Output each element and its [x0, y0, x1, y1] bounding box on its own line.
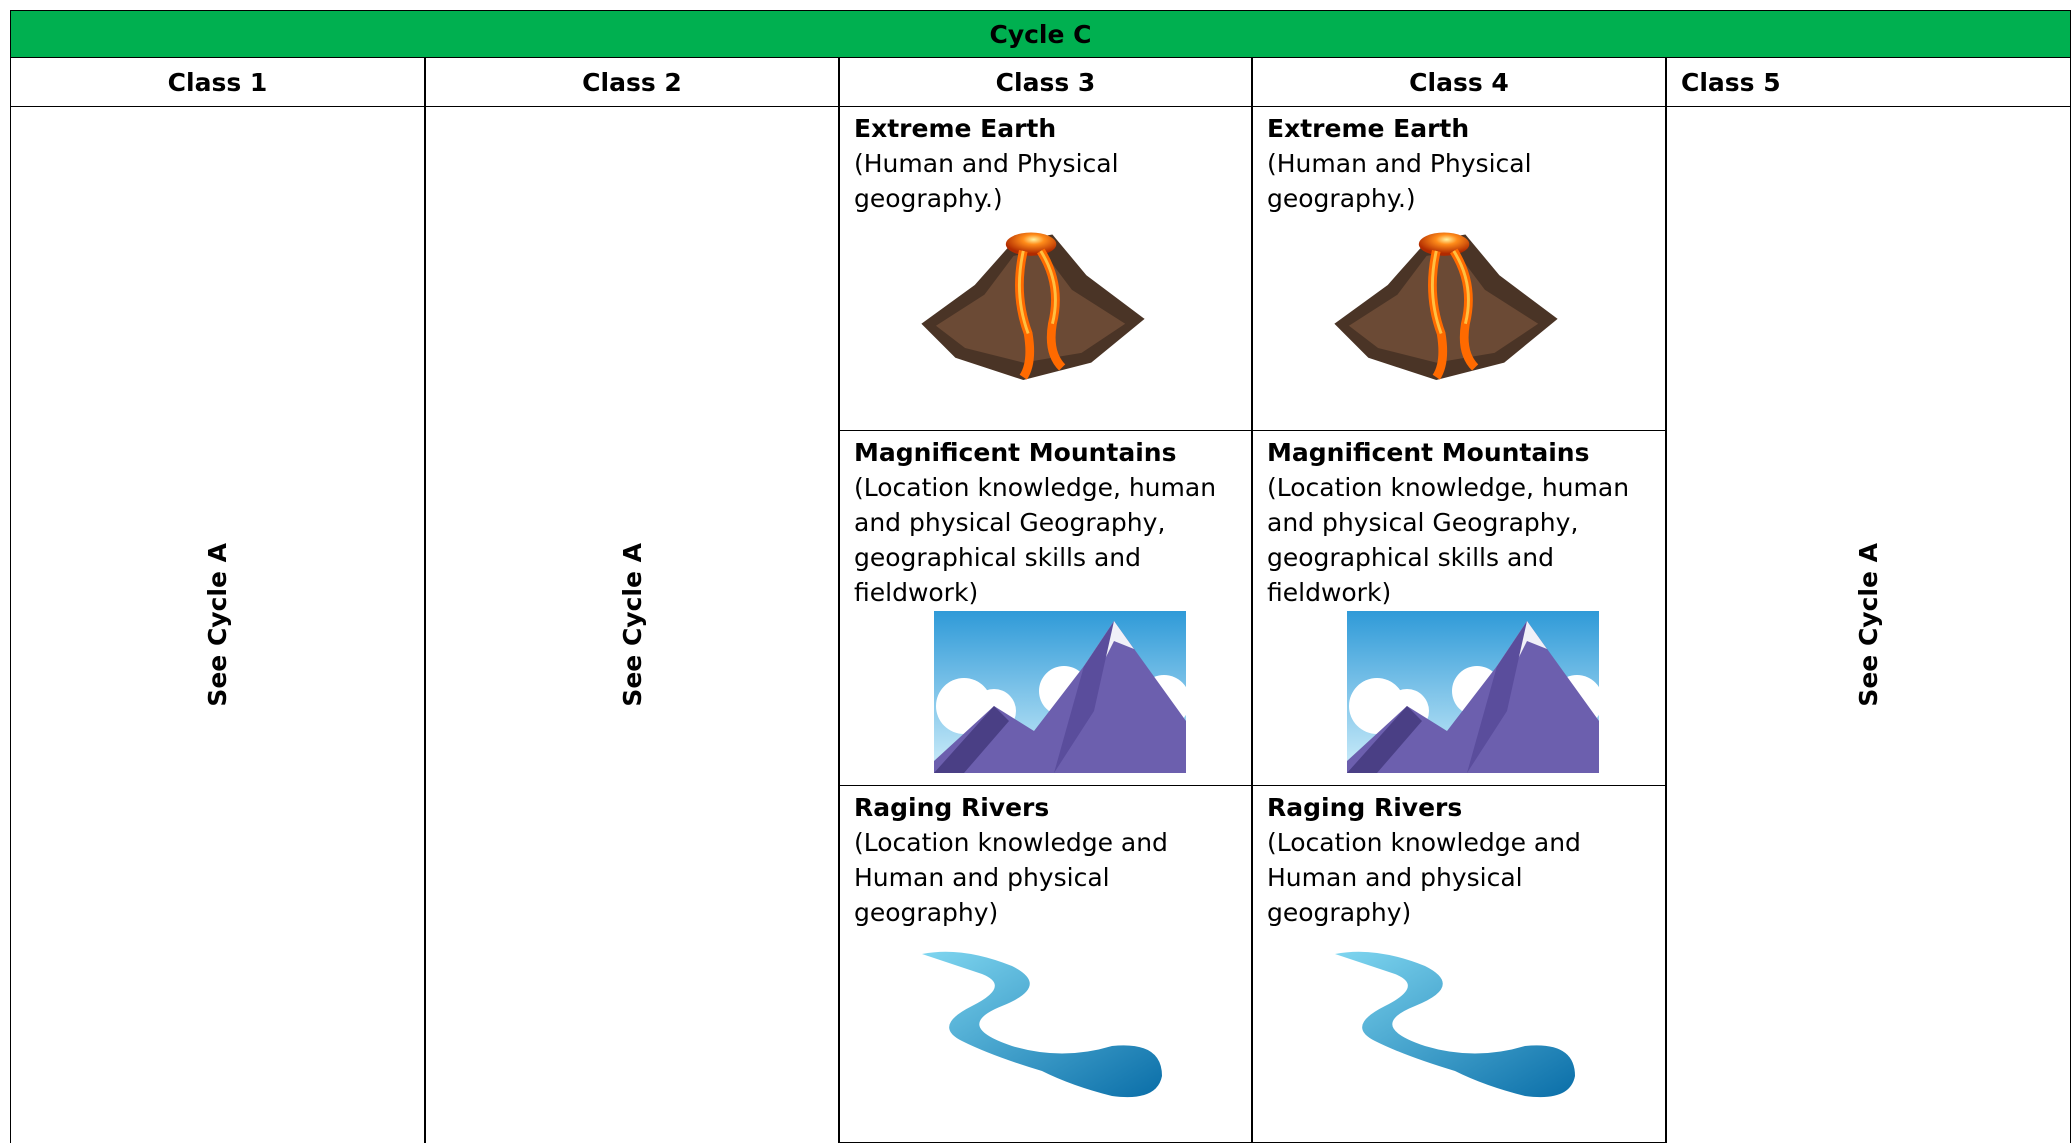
- column-body: Extreme Earth (Human and Physical geograp…: [839, 107, 1253, 1143]
- topic-title: Extreme Earth: [1267, 114, 1470, 143]
- table-title: Cycle C: [10, 10, 2071, 58]
- topic-image: [922, 951, 1162, 1098]
- note-cell: See Cycle A: [426, 107, 838, 1143]
- column-body: See Cycle A: [10, 107, 425, 1143]
- topic-image: [934, 611, 1186, 773]
- column-header: Class 2: [425, 58, 839, 107]
- topic-image: [1347, 611, 1599, 773]
- topic-cell: Magnificent Mountains (Location knowledge…: [840, 431, 1253, 786]
- topic-description: (Location knowledge and Human and physic…: [1267, 828, 1581, 927]
- column-header: Class 5: [1666, 58, 2071, 107]
- topic-cell: Extreme Earth (Human and Physical geograp…: [840, 107, 1253, 431]
- note-text: See Cycle A: [203, 543, 232, 707]
- topic-image: [1327, 217, 1565, 382]
- topic-title: Raging Rivers: [854, 793, 1050, 822]
- note-text: See Cycle A: [1854, 543, 1883, 707]
- note-cell: See Cycle A: [11, 107, 424, 1143]
- topic-image: [1335, 951, 1575, 1098]
- topic-cell: Extreme Earth (Human and Physical geograp…: [1253, 107, 1667, 431]
- note-text: See Cycle A: [617, 543, 647, 707]
- topic-title: Magnificent Mountains: [1267, 438, 1590, 467]
- topic-title: Magnificent Mountains: [854, 438, 1177, 467]
- topic-description: (Human and Physical geography.): [1267, 149, 1532, 213]
- topic-description: (Location knowledge, human and physical …: [1267, 473, 1630, 607]
- column-header: Class 3: [839, 58, 1252, 107]
- topic-cell: Magnificent Mountains (Location knowledge…: [1253, 431, 1667, 786]
- note-cell: See Cycle A: [1667, 107, 2070, 1143]
- topic-description: (Location knowledge and Human and physic…: [854, 828, 1168, 927]
- topic-cell: Raging Rivers (Location knowledge and Hum…: [1253, 786, 1667, 1143]
- topic-cell: Raging Rivers (Location knowledge and Hum…: [840, 786, 1253, 1143]
- topic-image: [914, 217, 1152, 382]
- topic-title: Raging Rivers: [1267, 793, 1463, 822]
- topic-title: Extreme Earth: [854, 114, 1057, 143]
- topic-description: (Human and Physical geography.): [854, 149, 1119, 213]
- column-body: Extreme Earth (Human and Physical geograp…: [1252, 107, 1667, 1143]
- column-body: See Cycle A: [425, 107, 839, 1143]
- column-header: Class 1: [10, 58, 425, 107]
- column-header: Class 4: [1252, 58, 1666, 107]
- column-body: See Cycle A: [1666, 107, 2071, 1143]
- topic-description: (Location knowledge, human and physical …: [854, 473, 1217, 607]
